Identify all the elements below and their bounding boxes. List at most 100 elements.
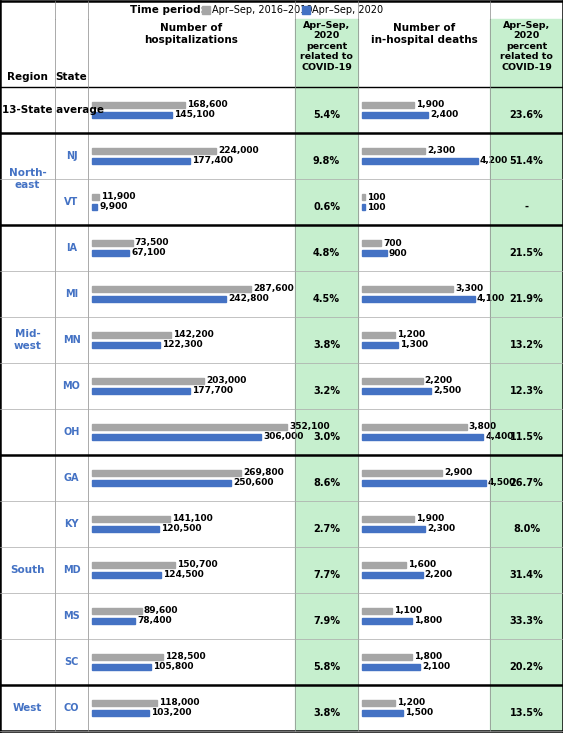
Text: 51.4%: 51.4% <box>510 156 543 166</box>
Bar <box>92 342 160 348</box>
Bar <box>295 639 358 685</box>
Text: West: West <box>13 703 42 713</box>
Bar <box>490 685 563 731</box>
Text: 78,400: 78,400 <box>137 617 172 625</box>
Text: 9,900: 9,900 <box>100 203 128 211</box>
Bar <box>362 424 467 430</box>
Text: 11,900: 11,900 <box>101 192 135 202</box>
Text: 13-State average: 13-State average <box>2 105 104 115</box>
Text: Region: Region <box>7 72 48 82</box>
Bar <box>362 342 398 348</box>
Bar <box>295 19 358 87</box>
Text: 100: 100 <box>367 203 385 211</box>
Text: 3.8%: 3.8% <box>313 708 340 718</box>
Text: 1,600: 1,600 <box>408 561 436 570</box>
Text: 5.8%: 5.8% <box>313 662 340 672</box>
Bar <box>362 158 478 164</box>
Bar <box>490 409 563 455</box>
Text: 2,500: 2,500 <box>433 387 461 396</box>
Text: 13.2%: 13.2% <box>510 340 543 350</box>
Bar <box>92 710 149 716</box>
Bar <box>295 225 358 271</box>
Bar <box>202 6 210 14</box>
Text: 1,300: 1,300 <box>400 341 428 349</box>
Text: 1,500: 1,500 <box>405 708 434 718</box>
Text: 33.3%: 33.3% <box>510 616 543 626</box>
Text: 2,100: 2,100 <box>422 663 450 672</box>
Bar <box>92 240 133 246</box>
Text: 1,900: 1,900 <box>417 101 445 109</box>
Bar <box>362 608 392 614</box>
Text: 1,800: 1,800 <box>414 617 442 625</box>
Text: 122,300: 122,300 <box>162 341 202 349</box>
Bar <box>92 102 185 108</box>
Bar <box>295 685 358 731</box>
Text: 2,200: 2,200 <box>425 570 453 580</box>
Bar <box>92 296 226 302</box>
Text: 8.6%: 8.6% <box>313 478 340 488</box>
Text: SC: SC <box>64 657 79 667</box>
Text: 168,600: 168,600 <box>187 101 228 109</box>
Text: 26.7%: 26.7% <box>510 478 543 488</box>
Bar <box>92 158 190 164</box>
Bar <box>362 654 412 660</box>
Bar <box>490 87 563 133</box>
Bar <box>295 317 358 363</box>
Text: 287,600: 287,600 <box>253 285 294 294</box>
Text: 4,400: 4,400 <box>485 432 513 441</box>
Text: 2.7%: 2.7% <box>313 524 340 534</box>
Text: 2,400: 2,400 <box>430 111 458 120</box>
Bar <box>92 618 136 624</box>
Bar <box>490 317 563 363</box>
Bar <box>362 148 426 154</box>
Text: 700: 700 <box>383 239 402 247</box>
Text: 31.4%: 31.4% <box>510 570 543 580</box>
Bar <box>362 516 414 522</box>
Text: -: - <box>525 202 529 212</box>
Text: Time period:: Time period: <box>130 5 205 15</box>
Bar <box>92 378 204 384</box>
Text: 0.6%: 0.6% <box>313 202 340 212</box>
Text: Apr–Sep,
2020
percent
related to
COVID-19: Apr–Sep, 2020 percent related to COVID-1… <box>300 21 353 72</box>
Text: MO: MO <box>62 381 81 391</box>
Text: Apr–Sep, 2016–2019: Apr–Sep, 2016–2019 <box>212 5 312 15</box>
Text: 2,900: 2,900 <box>444 468 472 478</box>
Bar <box>295 409 358 455</box>
Bar <box>362 618 412 624</box>
Text: VT: VT <box>64 197 79 207</box>
Bar <box>490 179 563 225</box>
Text: State: State <box>56 72 87 82</box>
Text: CO: CO <box>64 703 79 713</box>
Bar <box>92 608 142 614</box>
Bar <box>92 112 172 118</box>
Text: IA: IA <box>66 243 77 253</box>
Text: GA: GA <box>64 473 79 483</box>
Bar <box>362 562 406 568</box>
Text: 20.2%: 20.2% <box>510 662 543 672</box>
Text: MI: MI <box>65 289 78 299</box>
Text: 124,500: 124,500 <box>163 570 204 580</box>
Bar <box>490 593 563 639</box>
Text: 11.5%: 11.5% <box>510 432 543 442</box>
Bar <box>92 664 150 670</box>
Text: 2,200: 2,200 <box>425 377 453 385</box>
Text: 3.8%: 3.8% <box>313 340 340 350</box>
Bar <box>92 654 163 660</box>
Bar <box>362 700 395 706</box>
Text: 9.8%: 9.8% <box>313 156 340 166</box>
Bar <box>295 455 358 501</box>
Text: North-
east: North- east <box>8 168 46 190</box>
Bar <box>362 250 387 256</box>
Bar <box>295 363 358 409</box>
Text: MN: MN <box>62 335 81 345</box>
Bar <box>490 271 563 317</box>
Text: 4,100: 4,100 <box>477 294 505 303</box>
Bar <box>92 250 129 256</box>
Bar <box>490 501 563 547</box>
Bar <box>362 664 420 670</box>
Text: 3,800: 3,800 <box>469 423 497 432</box>
Text: 103,200: 103,200 <box>151 708 191 718</box>
Text: MS: MS <box>63 611 80 621</box>
Text: 120,500: 120,500 <box>160 525 201 534</box>
Bar <box>362 102 414 108</box>
